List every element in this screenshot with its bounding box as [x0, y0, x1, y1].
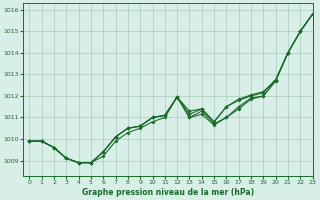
X-axis label: Graphe pression niveau de la mer (hPa): Graphe pression niveau de la mer (hPa): [82, 188, 254, 197]
